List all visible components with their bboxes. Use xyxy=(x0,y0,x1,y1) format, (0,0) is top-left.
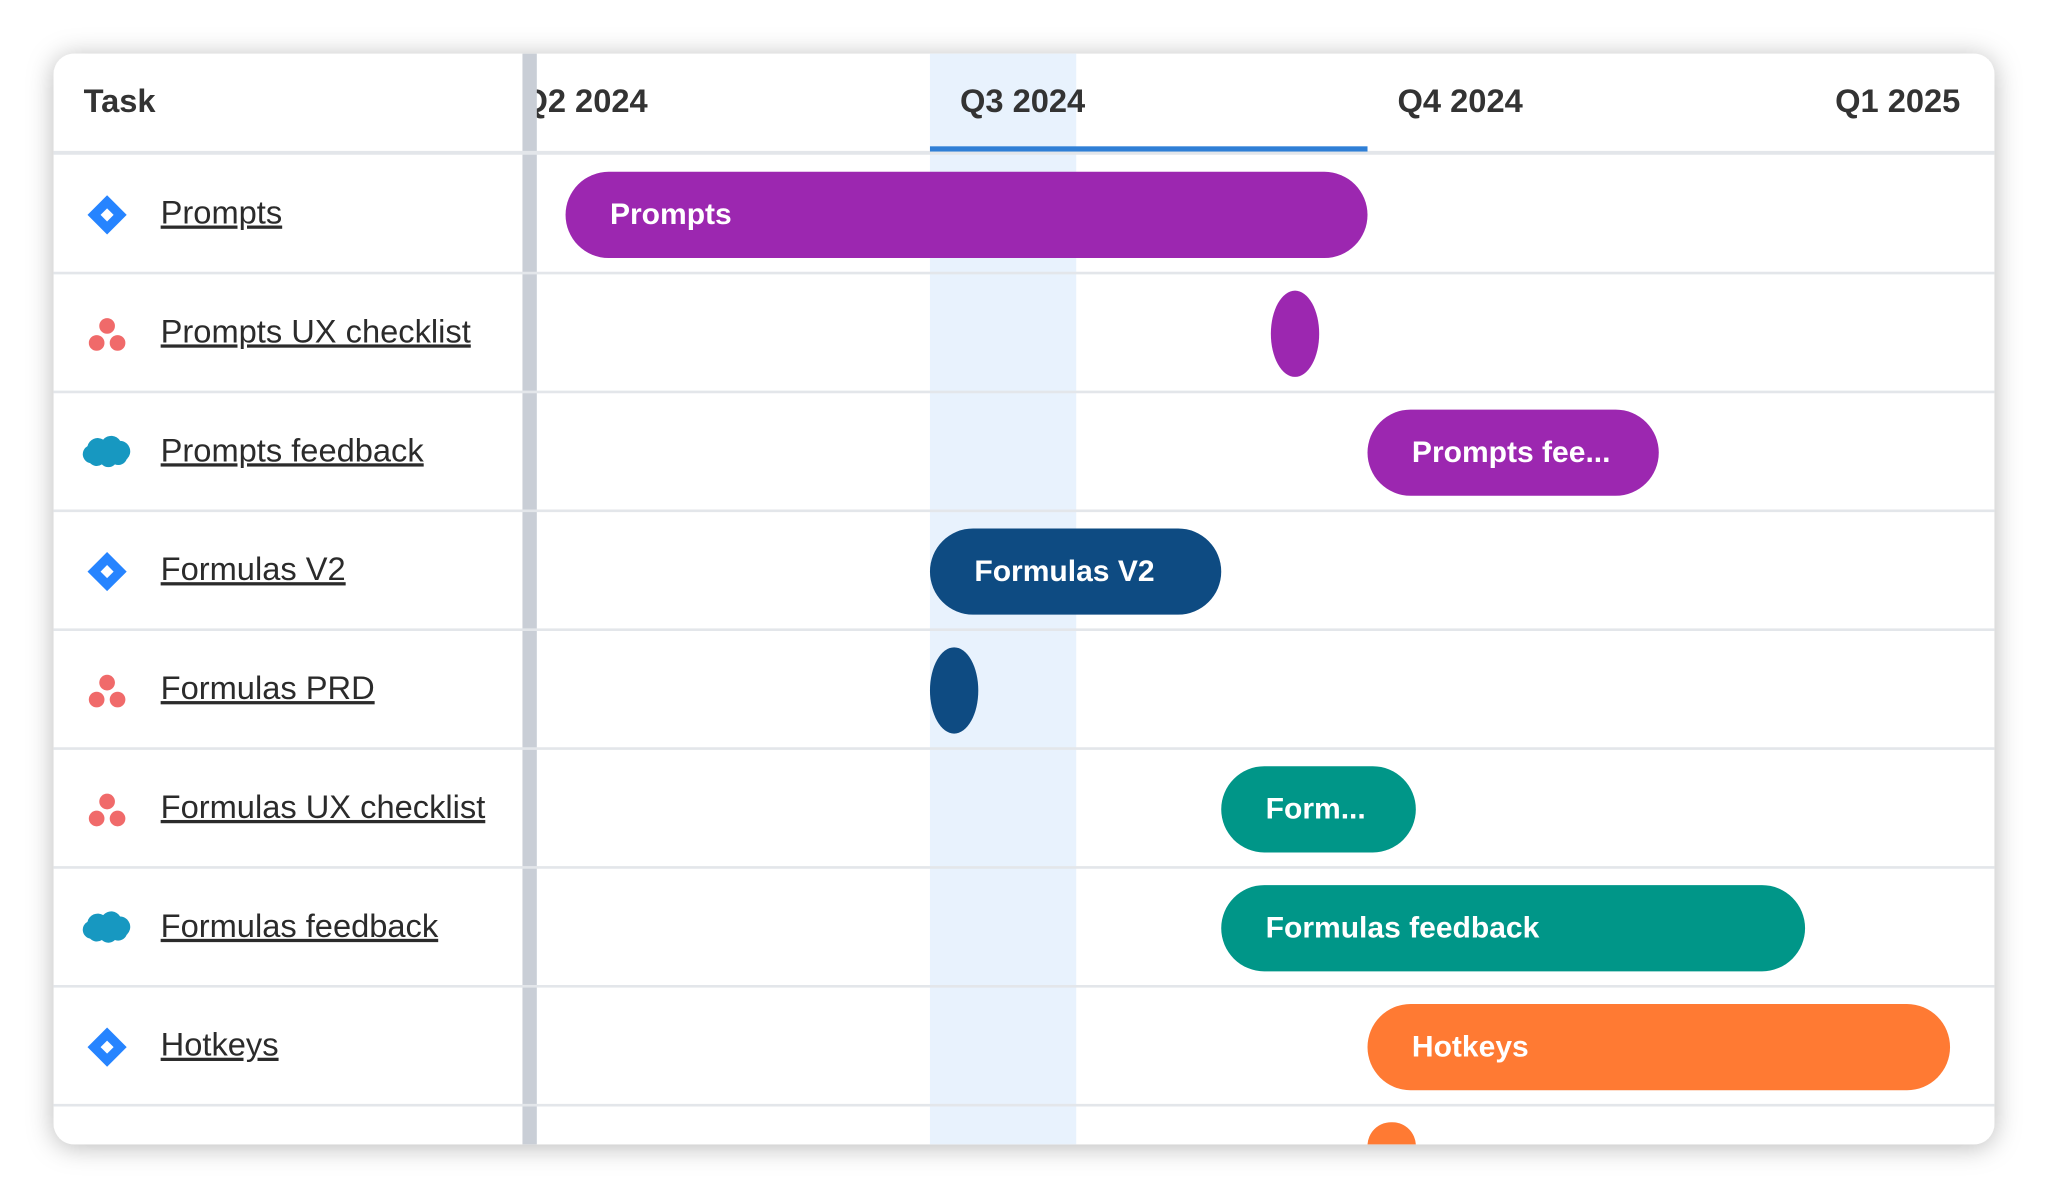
current-quarter-underline xyxy=(929,146,1368,152)
bar-label: Prompts xyxy=(610,198,732,231)
task-row: Formulas feedback Formulas feedback xyxy=(53,885,1995,988)
task-row: Hotkeys Hotkeys xyxy=(53,1003,1995,1107)
timeline-bar xyxy=(565,171,1368,259)
task-link: Formulas V2 xyxy=(161,550,346,587)
timeline-bar-partial xyxy=(1367,1122,1416,1145)
quarter-label: Q2 2024 xyxy=(522,82,647,119)
task-link: Formulas PRD xyxy=(161,669,375,706)
salesforce-icon xyxy=(82,435,131,468)
asana-icon-dot xyxy=(99,793,115,810)
asana-icon-dot xyxy=(88,810,105,827)
quarter-label: Q3 2024 xyxy=(960,82,1085,119)
timeline-bar xyxy=(1270,290,1320,377)
bar-label: Formulas V2 xyxy=(974,555,1154,588)
task-row: Prompts feedback Prompts fee... xyxy=(53,409,1995,513)
jira-icon-center xyxy=(100,1040,114,1054)
asana-icon-dot xyxy=(99,674,115,691)
asana-icon-dot xyxy=(88,691,105,708)
task-link: Prompts UX checklist xyxy=(161,312,471,349)
bar-label: Formulas feedback xyxy=(1266,911,1540,944)
task-row: Formulas PRD xyxy=(53,647,1995,750)
task-link: Hotkeys xyxy=(161,1026,279,1063)
task-row: Prompts UX checklist xyxy=(53,290,1995,394)
timeline-bar xyxy=(929,647,979,734)
task-link: Formulas feedback xyxy=(161,907,439,944)
jira-icon-center xyxy=(100,565,114,579)
salesforce-icon xyxy=(82,911,131,943)
asana-icon-dot xyxy=(109,691,126,708)
jira-icon-center xyxy=(100,208,114,222)
task-link: Prompts xyxy=(161,194,283,231)
timeline-bar xyxy=(929,528,1222,615)
asana-icon-dot xyxy=(109,335,126,351)
quarter-labels: Q2 2024 Q3 2024 Q4 2024 Q1 2025 xyxy=(522,82,1961,119)
timeline-bar xyxy=(1221,885,1806,972)
timeline-bar xyxy=(1367,1003,1951,1091)
asana-icon-dot xyxy=(99,318,115,334)
timeline-bar xyxy=(1367,409,1659,496)
card-content: Task Q2 2024 Q3 2024 Q4 2024 Q1 2025 Prompt… xyxy=(53,53,1995,1145)
asana-icon-dot xyxy=(88,335,105,351)
task-header: Task xyxy=(84,82,157,119)
rows: Prompts Prompts Prompts UX checklist Prompt… xyxy=(53,171,1995,1145)
timeline-bar xyxy=(1221,766,1416,853)
asana-icon-dot xyxy=(109,810,126,827)
task-row: Formulas V2 Formulas V2 xyxy=(53,528,1995,632)
task-row: Prompts Prompts xyxy=(53,171,1995,275)
task-row: Formulas UX checklist Form... xyxy=(53,766,1995,869)
column-divider xyxy=(522,53,537,1145)
bar-label: Form... xyxy=(1266,793,1366,826)
bar-label: Prompts fee... xyxy=(1412,436,1611,469)
quarter-label: Q1 2025 xyxy=(1835,82,1960,119)
task-link: Formulas UX checklist xyxy=(161,788,486,825)
bar-label: Hotkeys xyxy=(1412,1030,1529,1063)
task-link: Prompts feedback xyxy=(161,431,425,468)
quarter-label: Q4 2024 xyxy=(1398,82,1523,119)
